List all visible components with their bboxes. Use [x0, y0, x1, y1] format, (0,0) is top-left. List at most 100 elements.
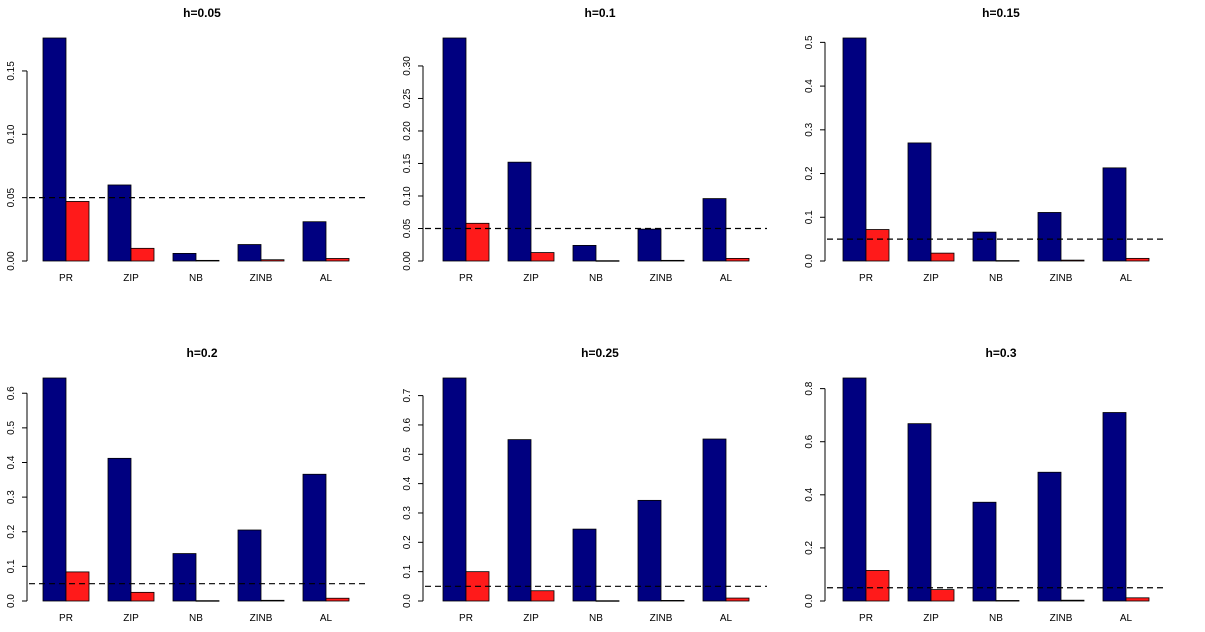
bar-series-2 — [995, 600, 1020, 602]
chart-panel: h=0.3 0.0 0.2 0.4 0.6 0.8 PR ZIP NB ZINB AL — [804, 346, 1167, 624]
category-label: AL — [1120, 613, 1133, 624]
y-tick-label: 0.0 — [402, 594, 413, 608]
chart-title: h=0.25 — [581, 346, 619, 360]
category-label: ZIP — [123, 273, 139, 284]
bar-series-2 — [1125, 257, 1150, 262]
category-label: NB — [189, 613, 203, 624]
bar-series-1 — [442, 377, 467, 602]
bar-series-1 — [237, 529, 262, 602]
bar-series-1 — [172, 553, 197, 602]
bar-series-1 — [442, 37, 467, 262]
y-tick-label: 0.1 — [6, 559, 17, 573]
bar-series-2 — [260, 259, 285, 262]
bar-series-2 — [465, 222, 490, 262]
bar-series-1 — [42, 37, 67, 262]
category-label: NB — [989, 613, 1003, 624]
bar-series-2 — [930, 252, 955, 262]
category-label: ZINB — [650, 273, 673, 284]
bar-series-2 — [930, 589, 955, 602]
y-tick-label: 0.1 — [402, 564, 413, 578]
y-tick-label: 0.2 — [804, 541, 815, 555]
bar-series-2 — [130, 247, 155, 262]
y-tick-label: 0.10 — [402, 186, 413, 206]
bar-series-1 — [972, 501, 997, 602]
bar-series-1 — [572, 528, 597, 602]
chart-panel: h=0.1 0.00 0.05 0.10 0.15 0.20 0.25 0.30 PR ZIP NB… — [402, 6, 767, 284]
y-tick-label: 0.0 — [804, 254, 815, 268]
y-tick-label: 0.7 — [402, 388, 413, 402]
bar-series-1 — [302, 221, 327, 262]
category-label: AL — [1120, 273, 1133, 284]
bar-series-2 — [130, 591, 155, 602]
bar-series-1 — [507, 161, 532, 262]
bar-series-1 — [572, 244, 597, 262]
bar-series-2 — [325, 258, 350, 262]
category-label: ZINB — [1050, 613, 1073, 624]
bar-series-2 — [595, 600, 620, 602]
category-label: PR — [859, 273, 873, 284]
bar-series-2 — [530, 252, 555, 262]
bar-series-2 — [725, 257, 750, 262]
bar-series-2 — [530, 590, 555, 602]
y-tick-label: 0.05 — [402, 218, 413, 238]
y-tick-label: 0.3 — [804, 122, 815, 136]
category-label: AL — [720, 273, 733, 284]
y-tick-label: 0.5 — [804, 35, 815, 49]
y-tick-label: 0.2 — [6, 524, 17, 538]
category-label: PR — [459, 613, 473, 624]
y-tick-label: 0.00 — [402, 251, 413, 271]
category-label: PR — [59, 273, 73, 284]
chart-title: h=0.2 — [186, 346, 217, 360]
y-tick-label: 0.25 — [402, 88, 413, 108]
bar-series-2 — [1060, 259, 1085, 262]
chart-title: h=0.1 — [584, 6, 615, 20]
category-label: ZIP — [923, 613, 939, 624]
y-tick-label: 0.8 — [804, 381, 815, 395]
bar-series-1 — [907, 142, 932, 262]
y-tick-label: 0.4 — [6, 455, 17, 469]
bar-series-1 — [42, 377, 67, 602]
category-label: NB — [989, 273, 1003, 284]
y-tick-label: 0.2 — [804, 166, 815, 180]
y-tick-label: 0.15 — [402, 153, 413, 173]
category-label: NB — [189, 273, 203, 284]
y-tick-label: 0.20 — [402, 121, 413, 141]
bar-series-1 — [107, 184, 132, 262]
y-tick-label: 0.3 — [402, 506, 413, 520]
bar-series-1 — [1037, 471, 1062, 602]
bar-series-2 — [65, 201, 90, 262]
bar-series-1 — [702, 198, 727, 262]
bar-series-1 — [972, 231, 997, 262]
bar-series-2 — [865, 229, 890, 262]
y-tick-label: 0.00 — [6, 251, 17, 271]
category-label: NB — [589, 273, 603, 284]
bar-series-1 — [1102, 167, 1127, 262]
y-tick-label: 0.4 — [402, 476, 413, 490]
bar-series-2 — [1125, 597, 1150, 602]
bar-series-2 — [195, 259, 220, 262]
bar-series-2 — [995, 260, 1020, 262]
chart-panel: h=0.05 0.00 0.05 0.10 0.15 PR ZIP NB ZINB AL — [6, 6, 367, 284]
bar-series-2 — [725, 597, 750, 602]
bar-series-2 — [260, 599, 285, 602]
y-tick-label: 0.1 — [804, 210, 815, 224]
chart-panel: h=0.2 0.0 0.1 0.2 0.3 0.4 0.5 0.6 PR ZIP NB ZINB AL — [6, 346, 367, 624]
y-tick-label: 0.5 — [402, 447, 413, 461]
bar-series-1 — [302, 473, 327, 602]
bar-series-1 — [637, 499, 662, 602]
y-tick-label: 0.30 — [402, 56, 413, 76]
y-tick-label: 0.0 — [804, 594, 815, 608]
chart-panel: h=0.15 0.0 0.1 0.2 0.3 0.4 0.5 PR ZIP NB ZINB AL — [804, 6, 1167, 284]
bar-series-2 — [325, 597, 350, 602]
bar-series-1 — [1037, 212, 1062, 262]
category-label: AL — [320, 273, 333, 284]
bar-series-2 — [65, 571, 90, 602]
category-label: ZINB — [250, 273, 273, 284]
y-tick-label: 0.4 — [804, 487, 815, 501]
bar-series-2 — [595, 260, 620, 262]
bar-series-1 — [842, 377, 867, 602]
y-tick-label: 0.0 — [6, 594, 17, 608]
chart-panel: h=0.25 0.0 0.1 0.2 0.3 0.4 0.5 0.6 0.7 PR ZIP NB ZIN… — [402, 346, 767, 624]
category-label: AL — [720, 613, 733, 624]
